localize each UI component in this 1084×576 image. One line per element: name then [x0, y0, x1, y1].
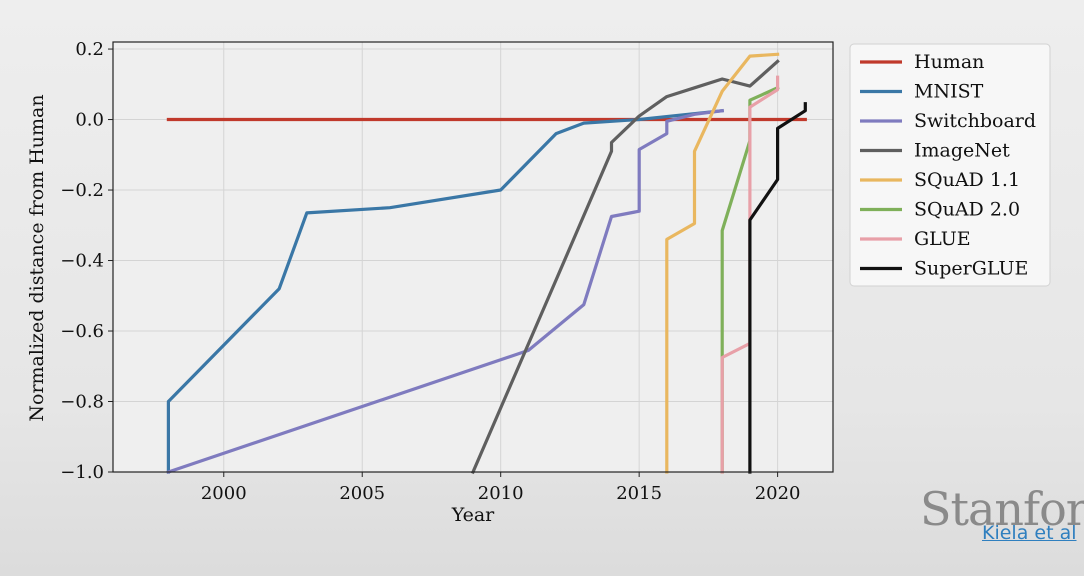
x-tick-label: 2000: [201, 483, 247, 504]
y-axis-label: Normalized distance from Human: [26, 94, 48, 421]
y-tick-label: 0.2: [75, 39, 104, 60]
series-line-squad-1-1: [665, 52, 780, 474]
legend-label-glue: GLUE: [914, 228, 971, 250]
plot-background: [113, 42, 833, 472]
x-tick-label: 2010: [478, 483, 524, 504]
citation-link[interactable]: Kiela et al: [982, 522, 1077, 544]
legend-label-switchboard: Switchboard: [914, 110, 1036, 132]
series-line-switchboard: [166, 108, 724, 475]
legend-label-superglue: SuperGLUE: [914, 258, 1028, 280]
y-tick-label: −1.0: [60, 462, 104, 483]
legend: Human MNIST Switchboard ImageNet SQuAD 1.1 SQ…: [849, 43, 1051, 287]
legend-label-squad-2-0: SQuAD 2.0: [914, 199, 1020, 221]
x-tick-label: 2005: [339, 483, 385, 504]
y-tick-label: −0.8: [60, 392, 104, 413]
plot-frame: [112, 41, 834, 473]
legend-label-squad-1-1: SQuAD 1.1: [914, 169, 1020, 191]
series-line-mnist: [166, 108, 724, 474]
y-tick-label: −0.4: [60, 251, 104, 272]
x-tick-label: 2020: [755, 483, 801, 504]
y-tick-label: 0.0: [75, 110, 104, 131]
stanford-logo-text: Stanfor: [920, 482, 1084, 536]
x-tick-label: 2015: [616, 483, 662, 504]
legend-label-mnist: MNIST: [914, 81, 984, 103]
y-tick-label: −0.2: [60, 180, 104, 201]
legend-box: [849, 43, 1051, 287]
series-line-superglue: [748, 102, 807, 474]
series-line-imagenet: [470, 59, 780, 475]
ticks: 2000 2005 2010 2015 2020 0.2 0.0 −0.2 −0.4 −0.6 −0…: [60, 39, 800, 504]
series-lines: [166, 52, 807, 475]
legend-label-human: Human: [914, 51, 984, 73]
y-tick-label: −0.6: [60, 321, 104, 342]
legend-label-imagenet: ImageNet: [914, 140, 1010, 162]
x-axis-label: Year: [451, 504, 495, 526]
